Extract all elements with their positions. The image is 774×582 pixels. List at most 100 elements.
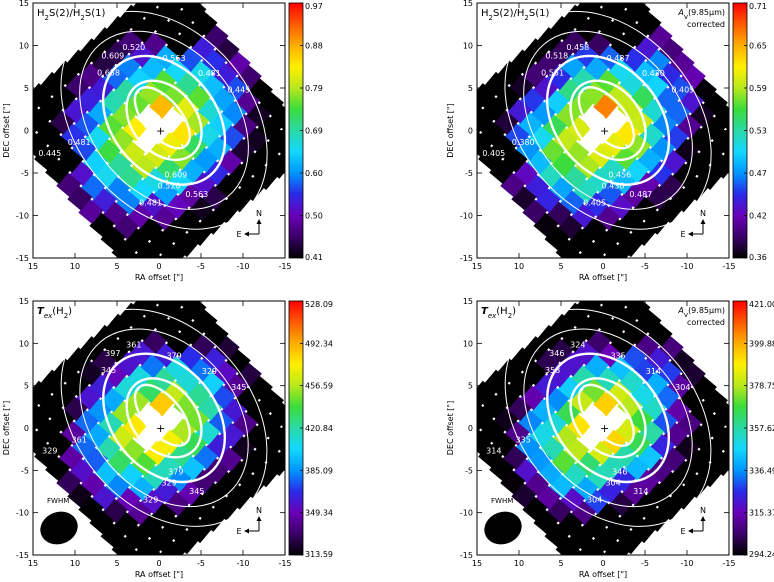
x-axis-label: RA offset ["] xyxy=(579,570,627,579)
arrow-up-icon xyxy=(700,219,706,224)
heatmap-cell xyxy=(33,132,49,158)
heatmap-cell xyxy=(477,429,493,455)
colorbar-tick-label: 0.36 xyxy=(749,253,767,262)
heatmap-cell xyxy=(477,107,495,133)
contour-label: 397 xyxy=(105,349,120,358)
contour-label: 0.551 xyxy=(541,68,564,77)
contour-label: 0.481 xyxy=(198,69,221,78)
extinction-annotation: Av(9.85μm) xyxy=(677,306,725,319)
peak-marker: + xyxy=(156,422,165,435)
contour-label: 0.518 xyxy=(545,51,568,60)
arrow-left-icon xyxy=(244,231,249,237)
x-tick-label: -15 xyxy=(278,262,291,271)
x-tick-label: -5 xyxy=(641,559,649,568)
compass-east-label: E xyxy=(236,230,241,239)
colorbar-tick-label: 349.34 xyxy=(305,509,333,518)
colorbar-tick-label: 528.09 xyxy=(305,300,333,309)
colorbar-tick-label: 0.53 xyxy=(749,127,767,136)
x-tick-label: -5 xyxy=(197,262,205,271)
y-tick-label: 0 xyxy=(468,424,473,433)
x-tick-label: -10 xyxy=(680,559,693,568)
contour-label: 0.658 xyxy=(97,68,120,77)
contour-label: 304 xyxy=(675,383,690,392)
contour-label: 0.487 xyxy=(607,54,630,63)
x-tick-label: 0 xyxy=(600,559,605,568)
y-tick-label: -5 xyxy=(465,169,473,178)
colorbar-tick-label: 0.47 xyxy=(749,169,767,178)
y-axis-label: DEC offset ["] xyxy=(446,401,455,455)
compass-north-label: N xyxy=(256,506,262,515)
compass-east-label: E xyxy=(680,230,685,239)
contour-label: 329 xyxy=(143,496,158,505)
contour-line xyxy=(79,30,249,210)
y-tick-label: -15 xyxy=(460,254,473,263)
x-tick-label: -5 xyxy=(197,559,205,568)
contour-label: 345 xyxy=(231,383,246,392)
y-tick-label: 0 xyxy=(468,127,473,136)
arrow-up-icon xyxy=(256,219,262,224)
y-tick-label: -10 xyxy=(460,212,473,221)
contour-line xyxy=(523,30,693,210)
y-tick-label: -10 xyxy=(460,509,473,518)
colorbar-tick-label: 0.59 xyxy=(749,84,767,93)
x-axis-label: RA offset ["] xyxy=(135,570,183,579)
contour-line xyxy=(101,54,227,186)
extinction-annotation: Av(9.85μm) xyxy=(677,8,725,21)
contour-line xyxy=(504,308,712,527)
colorbar-tick-label: 0.50 xyxy=(305,212,323,221)
y-tick-label: 15 xyxy=(19,297,29,306)
panel-1: +0.520 0.563 0.609 0.658 0.481 0.445 0.445 0.48… xyxy=(2,0,323,282)
panel-title: H2S(2)/H2S(1) xyxy=(37,8,105,22)
x-tick-label: 10 xyxy=(514,559,524,568)
y-tick-label: -15 xyxy=(16,551,29,560)
contour-line xyxy=(504,10,712,230)
y-axis-label: DEC offset ["] xyxy=(446,103,455,157)
x-tick-label: -10 xyxy=(236,262,249,271)
heatmap-cell xyxy=(477,132,493,158)
arrow-left-icon xyxy=(688,231,693,237)
y-tick-label: -15 xyxy=(460,551,473,560)
contour-label: 324 xyxy=(570,341,585,350)
contour-label: 379 xyxy=(166,352,181,361)
colorbar-tick-label: 421.00 xyxy=(749,300,774,309)
compass-north-label: N xyxy=(700,506,706,515)
x-tick-label: 0 xyxy=(600,262,605,271)
colorbar-tick-label: 420.84 xyxy=(305,424,333,433)
colorbar-tick-label: 0.42 xyxy=(749,212,767,221)
colorbar-tick-label: 313.59 xyxy=(305,550,333,559)
colorbar-tick-label: 0.97 xyxy=(305,2,323,11)
panel-title: Tex(H2) xyxy=(481,306,516,320)
contour-label: 345 xyxy=(101,366,116,375)
peak-marker: + xyxy=(600,125,609,138)
arrow-left-icon xyxy=(244,528,249,534)
colorbar-tick-label: 315.37 xyxy=(749,509,774,518)
contour-label: 0.405 xyxy=(671,85,694,94)
colorbar-tick-label: 336.49 xyxy=(749,466,774,475)
x-tick-label: 10 xyxy=(514,262,524,271)
y-tick-label: 10 xyxy=(19,339,29,348)
corrected-annotation: corrected xyxy=(687,318,725,327)
contour-label: 314 xyxy=(646,367,661,376)
contour-line xyxy=(577,86,635,150)
y-tick-label: 5 xyxy=(24,84,29,93)
panel-title: H2S(2)/H2S(1) xyxy=(481,8,549,22)
contour-label: 0.563 xyxy=(163,54,186,63)
colorbar-tick-label: 0.71 xyxy=(749,2,767,11)
y-axis-label: DEC offset ["] xyxy=(2,103,11,157)
contour-label: 346 xyxy=(612,468,627,477)
contour-label: 0.520 xyxy=(122,43,145,52)
peak-marker: + xyxy=(156,125,165,138)
colorbar-tick-label: 385.09 xyxy=(305,466,333,475)
y-tick-label: 15 xyxy=(463,0,473,8)
contour-label: 314 xyxy=(486,446,501,455)
x-tick-label: -15 xyxy=(722,559,735,568)
contour-line xyxy=(545,54,671,186)
compass-north-label: N xyxy=(256,209,262,218)
y-tick-label: 5 xyxy=(24,382,29,391)
contour-label: 329 xyxy=(202,367,217,376)
colorbar-tick-label: 0.69 xyxy=(305,127,323,136)
heatmap xyxy=(33,3,285,258)
